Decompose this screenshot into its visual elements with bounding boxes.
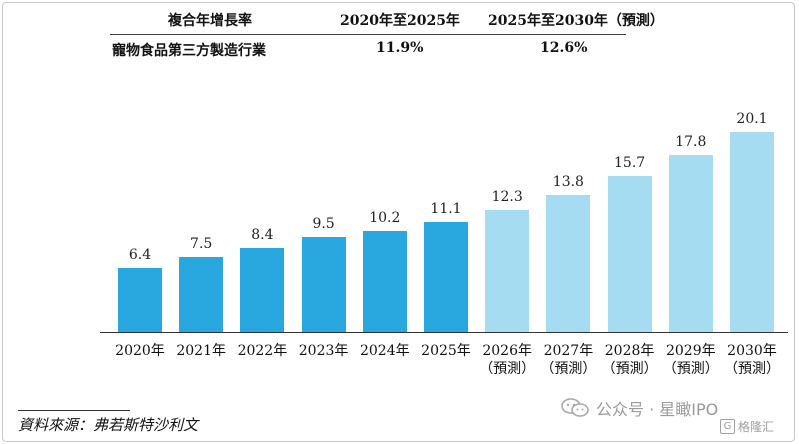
bar — [730, 132, 774, 332]
x-tick-year: 2028年 — [604, 343, 655, 359]
data-label: 12.3 — [491, 188, 523, 205]
bar — [118, 268, 162, 332]
data-label: 7.5 — [190, 236, 213, 253]
cagr-period1-value: 11.9% — [376, 40, 424, 56]
x-tick-label: 2024年 — [350, 342, 420, 360]
x-tick-year: 2025年 — [421, 343, 471, 359]
bar — [362, 230, 407, 332]
x-tick-year: 2020年 — [115, 343, 165, 359]
bar — [301, 237, 346, 332]
x-tick-year: 2022年 — [237, 343, 288, 359]
x-axis-line — [100, 332, 788, 333]
data-label: 17.8 — [675, 133, 707, 150]
cagr-header-divider — [110, 34, 626, 35]
x-tick-label: 2025年 — [411, 342, 481, 360]
data-label: 13.8 — [552, 173, 584, 190]
x-tick-forecast-note: （預測） — [601, 361, 658, 377]
data-label: 8.4 — [251, 227, 274, 244]
cagr-period2-label: 2025年至2030年（預測） — [488, 13, 664, 29]
watermark: 公众号 · 星瞰IPO — [560, 396, 718, 420]
x-tick-label: 2020年 — [105, 342, 175, 360]
watermark-text: 公众号 · 星瞰IPO — [596, 400, 719, 419]
x-tick-year: 2021年 — [176, 343, 226, 359]
x-tick-label: 2022年 — [227, 342, 297, 360]
x-tick-label: 2028年 （預測） — [595, 342, 665, 378]
wechat-icon — [561, 398, 589, 417]
x-tick-label: 2030年 （預測） — [717, 342, 787, 378]
data-label: 9.5 — [312, 216, 335, 233]
x-tick-year: 2023年 — [298, 343, 349, 359]
bar — [240, 248, 285, 332]
x-tick-year: 2024年 — [359, 343, 410, 359]
cagr-row-label: 寵物食品第三方製造行業 — [112, 43, 266, 59]
cagr-header-label: 複合年增長率 — [168, 13, 252, 29]
data-label: 6.4 — [128, 247, 152, 264]
data-label: 11.1 — [430, 200, 462, 217]
x-tick-label: 2026年 （預測） — [472, 342, 542, 378]
x-tick-forecast-note: （預測） — [540, 361, 597, 377]
bar — [668, 154, 713, 332]
bar — [424, 221, 468, 332]
data-label: 20.1 — [736, 111, 768, 127]
watermark-badge: G 格隆汇 — [720, 418, 774, 435]
x-tick-label: 2029年 （預測） — [656, 342, 726, 378]
x-tick-year: 2030年 — [727, 343, 777, 359]
data-label: 10.2 — [369, 209, 401, 226]
cagr-period2-value: 12.6% — [540, 40, 588, 56]
bar — [485, 209, 530, 332]
watermark-badge-text: 格隆汇 — [738, 420, 775, 434]
x-tick-year: 2029年 — [665, 343, 716, 359]
cagr-period1-label: 2020年至2025年 — [340, 13, 460, 29]
x-tick-label: 2021年 — [166, 342, 236, 360]
source-divider — [18, 410, 130, 411]
x-tick-label: 2027年 （預測） — [533, 342, 603, 378]
g-logo-icon: G — [720, 419, 735, 434]
source-note: 資料來源：弗若斯特沙利文 — [18, 416, 199, 434]
data-label: 15.7 — [614, 154, 646, 171]
bar — [546, 194, 591, 332]
x-tick-forecast-note: （預測） — [479, 361, 536, 377]
cagr-table: 複合年增長率 2020年至2025年 2025年至2030年（預測） 寵物食品第… — [0, 0, 799, 70]
x-tick-forecast-note: （預測） — [662, 361, 719, 377]
x-tick-year: 2027年 — [543, 343, 594, 359]
bar — [607, 175, 652, 332]
x-tick-year: 2026年 — [482, 343, 532, 359]
x-tick-label: 2023年 — [289, 342, 359, 360]
x-tick-forecast-note: （預測） — [724, 361, 780, 377]
bar — [179, 257, 224, 332]
